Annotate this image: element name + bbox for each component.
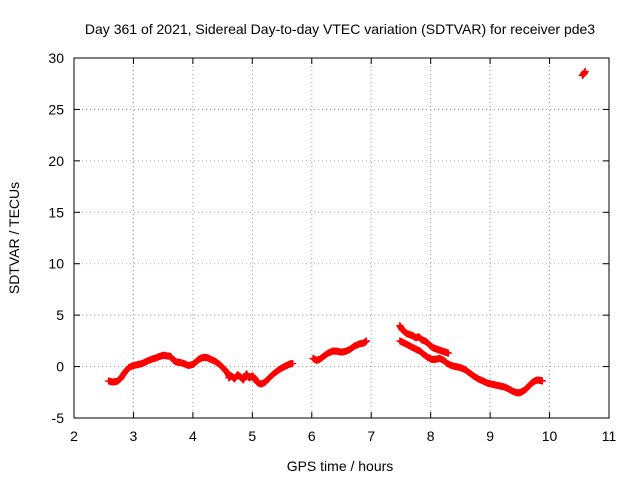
y-tick-label: 5 [56, 307, 64, 323]
x-tick-label: 2 [70, 428, 78, 444]
x-tick-label: 4 [189, 428, 197, 444]
chart-title: Day 361 of 2021, Sidereal Day-to-day VTE… [85, 21, 595, 37]
axis-ticks [73, 57, 610, 419]
plot-frame [73, 57, 610, 419]
y-axis-label: SDTVAR / TECUs [6, 182, 22, 294]
y-tick-label: 0 [56, 359, 64, 375]
y-tick-label: 20 [48, 153, 64, 169]
y-tick-label: 10 [48, 256, 64, 272]
x-tick-label: 5 [248, 428, 256, 444]
x-tick-label: 8 [427, 428, 435, 444]
tick-labels: 2 3 4 5 6 7 8 9 10 11 -5 0 5 10 15 20 25 30 [48, 50, 616, 444]
data-point [538, 377, 546, 385]
data-point [362, 337, 370, 345]
y-tick-label: -5 [52, 410, 65, 426]
data-point [445, 349, 452, 357]
data-point [581, 67, 589, 75]
y-tick-label: 30 [48, 50, 64, 66]
x-tick-label: 10 [542, 428, 558, 444]
data-point [289, 359, 297, 367]
x-tick-label: 11 [602, 428, 617, 444]
x-tick-label: 7 [367, 428, 375, 444]
y-tick-label: 25 [48, 101, 64, 117]
x-axis-label: GPS time / hours [287, 458, 394, 474]
x-tick-label: 6 [308, 428, 316, 444]
data-points [104, 67, 589, 397]
grid-lines [74, 58, 609, 418]
x-tick-label: 3 [130, 428, 138, 444]
x-tick-label: 9 [486, 428, 494, 444]
y-tick-label: 15 [48, 204, 64, 220]
